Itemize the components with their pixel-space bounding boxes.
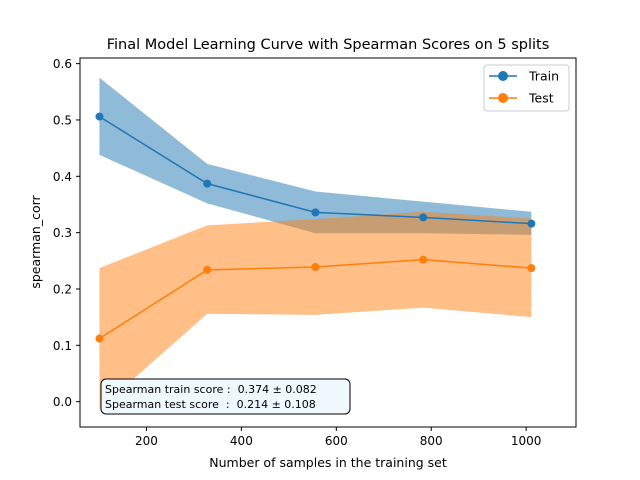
train-confidence-band bbox=[99, 77, 532, 235]
legend: Train Test bbox=[483, 64, 570, 112]
legend-test-label: Test bbox=[528, 91, 554, 106]
test-point bbox=[419, 255, 428, 264]
test-point bbox=[203, 265, 212, 274]
y-tick-label: 0.3 bbox=[53, 226, 72, 240]
score-annotation-box bbox=[100, 378, 351, 415]
series-points bbox=[95, 112, 536, 343]
score-annotation-test: Spearman test score : 0.214 ± 0.108 bbox=[105, 398, 316, 411]
test-point bbox=[527, 264, 536, 273]
x-axis-ticks: 200 400 600 800 1000 bbox=[135, 427, 541, 448]
y-tick-label: 0.5 bbox=[53, 113, 72, 127]
train-point bbox=[527, 219, 536, 228]
legend-train-marker bbox=[498, 71, 508, 81]
y-tick-label: 0.6 bbox=[53, 57, 72, 71]
legend-test-marker bbox=[498, 93, 508, 103]
test-point bbox=[95, 334, 104, 343]
x-axis-label: Number of samples in the training set bbox=[209, 455, 447, 470]
train-point bbox=[95, 112, 104, 121]
plot-area-frame bbox=[79, 57, 577, 428]
chart-title: Final Model Learning Curve with Spearman… bbox=[107, 37, 550, 53]
legend-train-label: Train bbox=[528, 69, 559, 84]
x-tick-label: 600 bbox=[325, 434, 348, 448]
y-tick-label: 0.2 bbox=[53, 282, 72, 296]
x-tick-label: 800 bbox=[420, 434, 443, 448]
train-point bbox=[419, 213, 428, 222]
test-point bbox=[311, 263, 320, 272]
x-tick-label: 1000 bbox=[511, 434, 542, 448]
score-annotation-train: Spearman train score : 0.374 ± 0.082 bbox=[105, 383, 317, 396]
y-tick-label: 0.1 bbox=[53, 339, 72, 353]
y-tick-label: 0.4 bbox=[53, 170, 72, 184]
y-tick-label: 0.0 bbox=[53, 395, 72, 409]
x-tick-label: 400 bbox=[230, 434, 253, 448]
x-tick-label: 200 bbox=[135, 434, 158, 448]
train-point bbox=[311, 208, 320, 217]
y-axis-ticks: 0.0 0.1 0.2 0.3 0.4 0.5 0.6 bbox=[53, 57, 80, 409]
score-annotation: Spearman train score : 0.374 ± 0.082 Spe… bbox=[100, 378, 351, 415]
y-axis-label: spearman_corr bbox=[28, 194, 43, 288]
train-point bbox=[203, 179, 212, 188]
